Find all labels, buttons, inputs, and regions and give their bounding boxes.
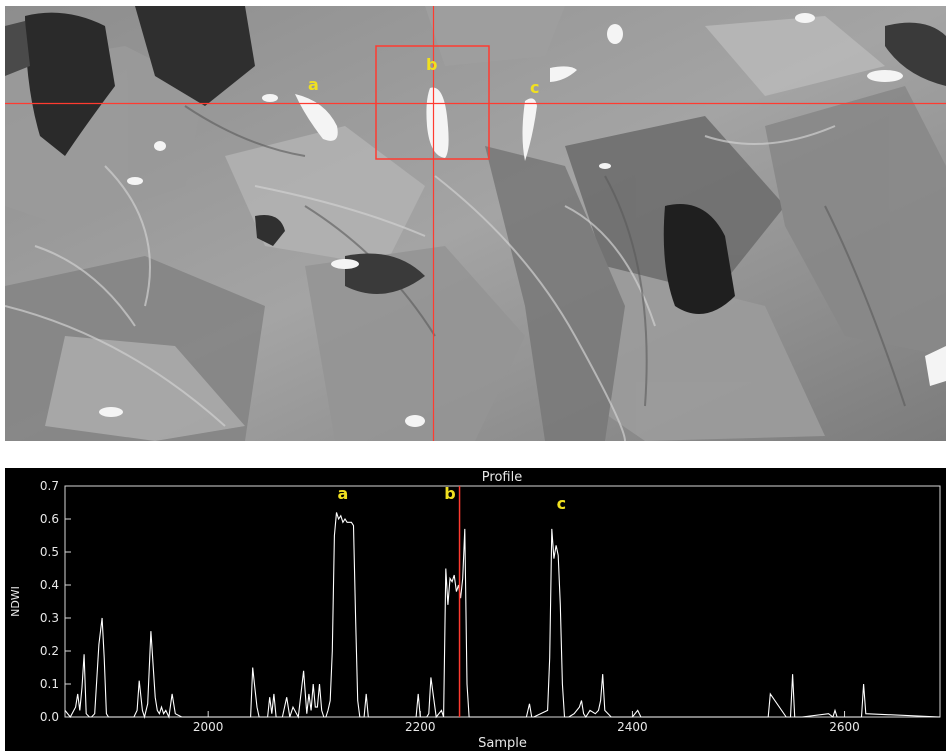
image-label-a: a bbox=[308, 75, 319, 94]
image-label-c: c bbox=[530, 78, 539, 97]
y-tick-label: 0.1 bbox=[40, 677, 59, 691]
y-tick-label: 0.5 bbox=[40, 545, 59, 559]
peak-label-a: a bbox=[337, 484, 348, 503]
selection-box[interactable] bbox=[375, 45, 490, 160]
peak-label-c: c bbox=[557, 494, 566, 513]
x-axis-ticks: 2000 2200 2400 2600 bbox=[193, 711, 860, 734]
x-tick-label: 2200 bbox=[405, 720, 436, 734]
y-tick-label: 0.6 bbox=[40, 512, 59, 526]
x-tick-label: 2600 bbox=[829, 720, 860, 734]
ridge-lines bbox=[5, 125, 836, 441]
profile-plot-panel: Profile 0.0 0.1 0.2 0.3 0.4 0.5 0.6 0.7 2000 220… bbox=[5, 468, 946, 751]
terrain-texture bbox=[5, 6, 946, 441]
y-axis-ticks: 0.0 0.1 0.2 0.3 0.4 0.5 0.6 0.7 bbox=[40, 479, 71, 724]
dark-shadow-areas bbox=[5, 6, 946, 314]
satellite-image-view[interactable]: a b c bbox=[5, 6, 946, 441]
x-tick-label: 2400 bbox=[617, 720, 648, 734]
x-axis-label: Sample bbox=[478, 736, 527, 751]
chart-title: Profile bbox=[482, 470, 522, 485]
x-tick-label: 2000 bbox=[193, 720, 224, 734]
peak-annotations: a b c bbox=[337, 484, 566, 513]
y-tick-label: 0.3 bbox=[40, 611, 59, 625]
satellite-image: a b c bbox=[5, 6, 946, 441]
plot-frame bbox=[64, 485, 941, 718]
peak-label-b: b bbox=[444, 484, 455, 503]
profile-chart[interactable]: Profile 0.0 0.1 0.2 0.3 0.4 0.5 0.6 0.7 2000 220… bbox=[5, 468, 946, 751]
image-label-b: b bbox=[426, 55, 437, 74]
y-tick-label: 0.2 bbox=[40, 644, 59, 658]
y-tick-label: 0.7 bbox=[40, 479, 59, 493]
y-tick-label: 0.4 bbox=[40, 578, 59, 592]
ndwi-profile-line bbox=[64, 512, 941, 720]
water-bodies bbox=[99, 13, 946, 427]
y-axis-label: NDWI bbox=[9, 586, 22, 617]
y-tick-label: 0.0 bbox=[40, 710, 59, 724]
